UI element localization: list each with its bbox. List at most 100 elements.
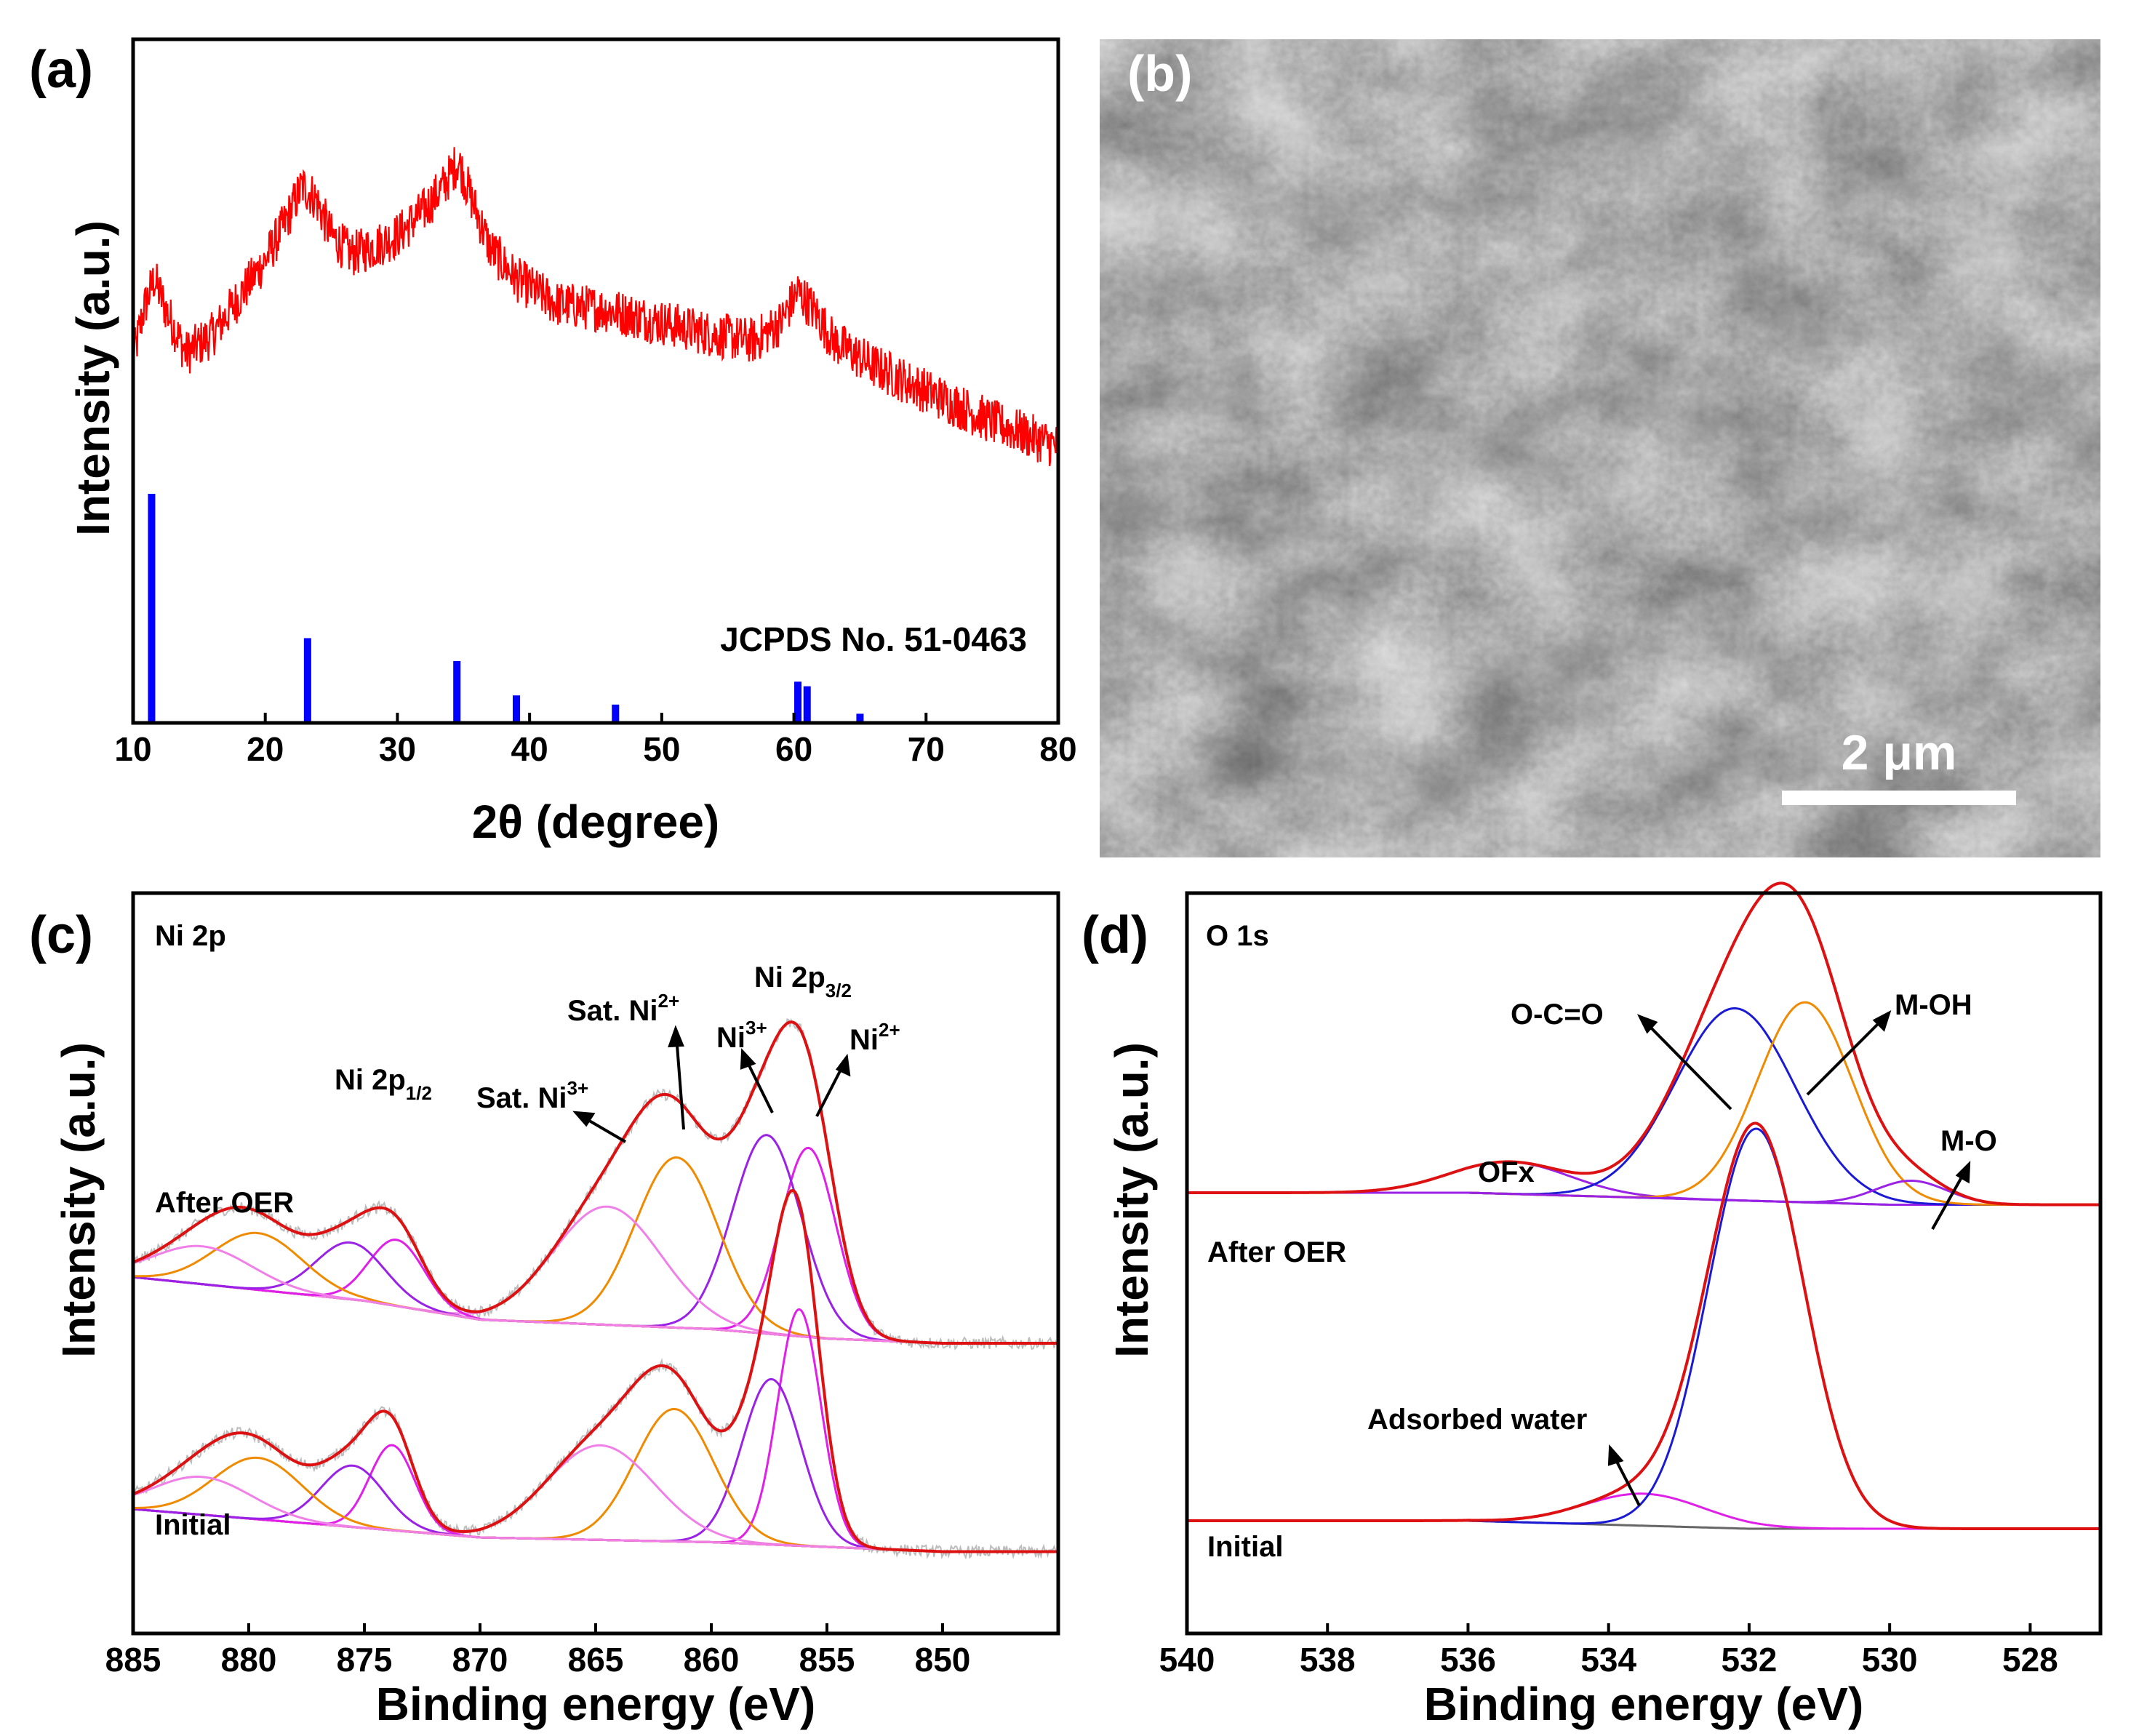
o1s-y-axis-title: Intensity (a.u.) bbox=[1106, 1042, 1158, 1358]
reference-stick bbox=[148, 494, 156, 723]
arrow-mo bbox=[1931, 1170, 1967, 1230]
arrow-sat-ni2-head bbox=[668, 1025, 684, 1048]
arrow-ni2 bbox=[815, 1063, 845, 1117]
x-tick-label: 880 bbox=[221, 1641, 277, 1679]
panel-b-label: (b) bbox=[1127, 45, 1192, 102]
component-peak bbox=[132, 1244, 1058, 1345]
component-peak bbox=[132, 1205, 1058, 1345]
ocoo-label: O-C=O bbox=[1511, 999, 1604, 1031]
component-peak bbox=[132, 1239, 1058, 1345]
background-line bbox=[132, 1508, 1058, 1553]
x-tick-label: 80 bbox=[1039, 730, 1076, 768]
ni3-label: Ni3+ bbox=[716, 1017, 767, 1054]
component-peak bbox=[132, 1408, 1058, 1553]
x-tick-label: 885 bbox=[105, 1641, 161, 1679]
xrd-y-axis-title: Intensity (a.u.) bbox=[67, 220, 119, 536]
panel-d-label: (d) bbox=[1082, 906, 1148, 964]
o1s-title: O 1s bbox=[1206, 920, 1269, 952]
xrd-x-axis-title: 2θ (degree) bbox=[472, 796, 719, 848]
reference-stick bbox=[794, 681, 802, 723]
arrow-ni3-head bbox=[740, 1048, 756, 1070]
arrow-water-head bbox=[1607, 1444, 1624, 1466]
arrow-ocoo-head bbox=[1636, 1014, 1658, 1034]
sem-image bbox=[1100, 39, 2100, 857]
ni2p-x-ticks: 885 880 875 870 865 860 855 850 bbox=[105, 1623, 971, 1679]
arrow-moh bbox=[1806, 1017, 1885, 1096]
x-tick-label: 540 bbox=[1159, 1641, 1215, 1679]
panel-c-label: (c) bbox=[29, 906, 93, 964]
component-peak bbox=[132, 1377, 1058, 1553]
x-tick-label: 528 bbox=[2002, 1641, 2058, 1679]
ni2p-title: Ni 2p bbox=[155, 920, 226, 952]
panel-b-sem: (b) 2 μm bbox=[1100, 39, 2100, 857]
component-peak bbox=[1187, 1492, 2100, 1530]
arrow-ni3 bbox=[744, 1057, 774, 1113]
ni2-label: Ni2+ bbox=[849, 1019, 900, 1056]
arrow-ocoo bbox=[1644, 1020, 1732, 1111]
ni2p-y-axis-title: Intensity (a.u.) bbox=[52, 1042, 105, 1358]
fit-envelope bbox=[132, 1188, 1058, 1553]
reference-stick bbox=[612, 704, 620, 723]
raw-spectrum bbox=[132, 1188, 1059, 1560]
arrow-mo-head bbox=[1955, 1160, 1971, 1184]
moh-label: M-OH bbox=[1895, 989, 1972, 1021]
x-tick-label: 538 bbox=[1300, 1641, 1356, 1679]
ni2p32-label: Ni 2p3/2 bbox=[754, 961, 852, 1001]
component-peak bbox=[132, 1241, 1058, 1345]
arrow-ni2-head bbox=[835, 1053, 851, 1077]
scale-bar-label: 2 μm bbox=[1842, 725, 1957, 780]
arrow-sat-ni2 bbox=[675, 1036, 685, 1130]
reference-stick bbox=[803, 686, 811, 723]
reference-stick bbox=[453, 660, 461, 723]
ni2p-annotation-arrows bbox=[572, 1025, 851, 1143]
ofx-label: OFx bbox=[1478, 1156, 1535, 1188]
arrow-moh-head bbox=[1872, 1009, 1892, 1032]
ni2p-initial-label: Initial bbox=[155, 1509, 231, 1541]
sat-ni3-label: Sat. Ni3+ bbox=[476, 1077, 588, 1114]
arrow-water bbox=[1612, 1454, 1641, 1506]
x-tick-label: 870 bbox=[452, 1641, 508, 1679]
ni2p-plot-area bbox=[132, 1017, 1059, 1560]
o1s-x-axis-title: Binding energy (eV) bbox=[1424, 1678, 1864, 1730]
fit-envelope bbox=[1187, 1121, 2100, 1530]
component-peak bbox=[132, 1456, 1058, 1553]
o1s-plot-area bbox=[1187, 881, 2100, 1530]
xrd-plot-area bbox=[132, 147, 1059, 723]
reference-stick bbox=[303, 638, 311, 723]
ni2p-x-axis-title: Binding energy (eV) bbox=[376, 1678, 816, 1730]
x-tick-label: 10 bbox=[114, 730, 151, 768]
xrd-x-ticks: 10 20 30 40 50 60 70 80 bbox=[114, 713, 1077, 768]
panel-a-label: (a) bbox=[29, 41, 93, 99]
sat-ni2-label: Sat. Ni2+ bbox=[567, 990, 679, 1027]
x-tick-label: 530 bbox=[1862, 1641, 1918, 1679]
jcpds-label: JCPDS No. 51-0463 bbox=[720, 620, 1027, 658]
x-tick-label: 50 bbox=[643, 730, 680, 768]
x-tick-label: 70 bbox=[908, 730, 945, 768]
scale-bar bbox=[1782, 791, 2016, 805]
panel-a-xrd: (a) Intensity (a.u.) 2θ (degree) JCPDS N… bbox=[29, 37, 1077, 848]
o1s-initial-label: Initial bbox=[1207, 1531, 1283, 1563]
x-tick-label: 20 bbox=[247, 730, 284, 768]
x-tick-label: 536 bbox=[1440, 1641, 1496, 1679]
water-label: Adsorbed water bbox=[1367, 1404, 1587, 1436]
x-tick-label: 40 bbox=[511, 730, 548, 768]
ni2p12-label: Ni 2p1/2 bbox=[335, 1064, 432, 1104]
x-tick-label: 60 bbox=[775, 730, 812, 768]
component-peak bbox=[132, 1146, 1058, 1345]
o1s-annotation-arrows bbox=[1607, 1009, 1971, 1506]
x-tick-label: 532 bbox=[1722, 1641, 1778, 1679]
mo-label: M-O bbox=[1940, 1125, 1997, 1157]
ni2p-after-oer-label: After OER bbox=[155, 1187, 294, 1219]
x-tick-label: 534 bbox=[1580, 1641, 1636, 1679]
x-tick-label: 30 bbox=[379, 730, 416, 768]
x-tick-label: 850 bbox=[915, 1641, 971, 1679]
o1s-x-ticks: 540 538 536 534 532 530 528 bbox=[1159, 1623, 2058, 1679]
reference-stick bbox=[856, 713, 864, 723]
fit-envelope bbox=[132, 1020, 1058, 1345]
x-tick-label: 860 bbox=[684, 1641, 740, 1679]
o1s-after-oer-label: After OER bbox=[1207, 1236, 1346, 1268]
xrd-plot-frame bbox=[131, 37, 1060, 725]
arrow-sat-ni3-head bbox=[572, 1111, 596, 1127]
reference-stick bbox=[512, 695, 520, 723]
x-tick-label: 855 bbox=[799, 1641, 855, 1679]
